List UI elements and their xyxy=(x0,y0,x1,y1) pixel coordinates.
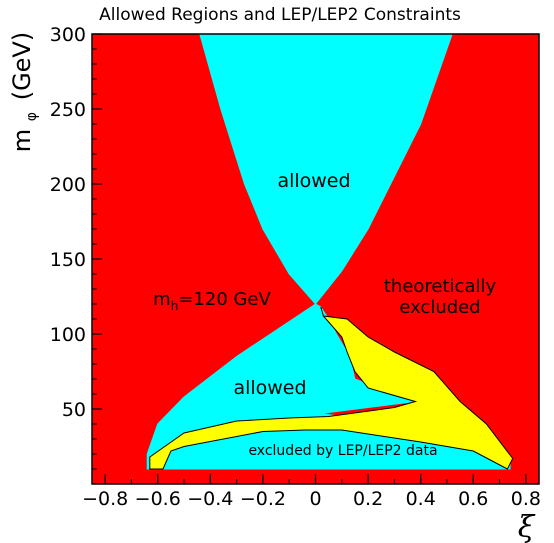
annotation-theory-right-line1: theoretically xyxy=(384,276,497,297)
x-tick-label: −0.8 xyxy=(82,488,128,510)
x-axis-ticks: −0.8 −0.6 −0.4 −0.2 0 0.2 0.4 0.6 0.8 xyxy=(82,474,541,510)
svg-text:m φ (GeV): m φ (GeV) xyxy=(8,32,42,152)
x-axis-label: ξ xyxy=(518,510,536,543)
x-tick-label: 0.8 xyxy=(511,488,541,510)
y-tick-label: 50 xyxy=(62,399,86,421)
x-tick-label: 0.6 xyxy=(458,488,488,510)
annotation-theory-left-rest: =120 GeV xyxy=(178,289,271,310)
annotation-upper-allowed: allowed xyxy=(277,170,350,192)
annotation-lep: excluded by LEP/LEP2 data xyxy=(248,443,437,459)
chart-title: Allowed Regions and LEP/LEP2 Constraints xyxy=(99,5,461,25)
region-excluded-lep xyxy=(149,306,514,470)
x-tick-label: 0.2 xyxy=(353,488,383,510)
regions xyxy=(92,33,539,484)
y-axis-label: m φ (GeV) xyxy=(8,32,42,152)
y-tick-label: 300 xyxy=(50,24,86,46)
annotation-theory-left-main: m xyxy=(153,289,171,310)
y-axis-ticks: 50 100 150 200 250 300 xyxy=(50,24,102,470)
annotation-theory-left-sub: h xyxy=(171,299,179,313)
x-tick-label: 0 xyxy=(309,488,321,510)
region-upper-allowed xyxy=(199,33,453,305)
annotation-lower-allowed: allowed xyxy=(233,377,306,399)
y-tick-label: 200 xyxy=(50,174,86,196)
x-tick-label: 0.4 xyxy=(406,488,436,510)
x-tick-label: −0.6 xyxy=(135,488,181,510)
annotation-theory-right-line2: excluded xyxy=(399,297,480,318)
y-axis-label-unit: (GeV) xyxy=(8,32,36,101)
x-tick-label: −0.4 xyxy=(187,488,233,510)
y-tick-label: 100 xyxy=(50,324,86,346)
y-axis-label-sub: φ xyxy=(24,112,40,121)
y-tick-label: 150 xyxy=(50,249,86,271)
y-tick-label: 250 xyxy=(50,99,86,121)
x-tick-label: −0.2 xyxy=(240,488,286,510)
annotation-theory-left: mh=120 GeV xyxy=(153,289,271,313)
y-axis-label-main: m xyxy=(8,129,36,152)
